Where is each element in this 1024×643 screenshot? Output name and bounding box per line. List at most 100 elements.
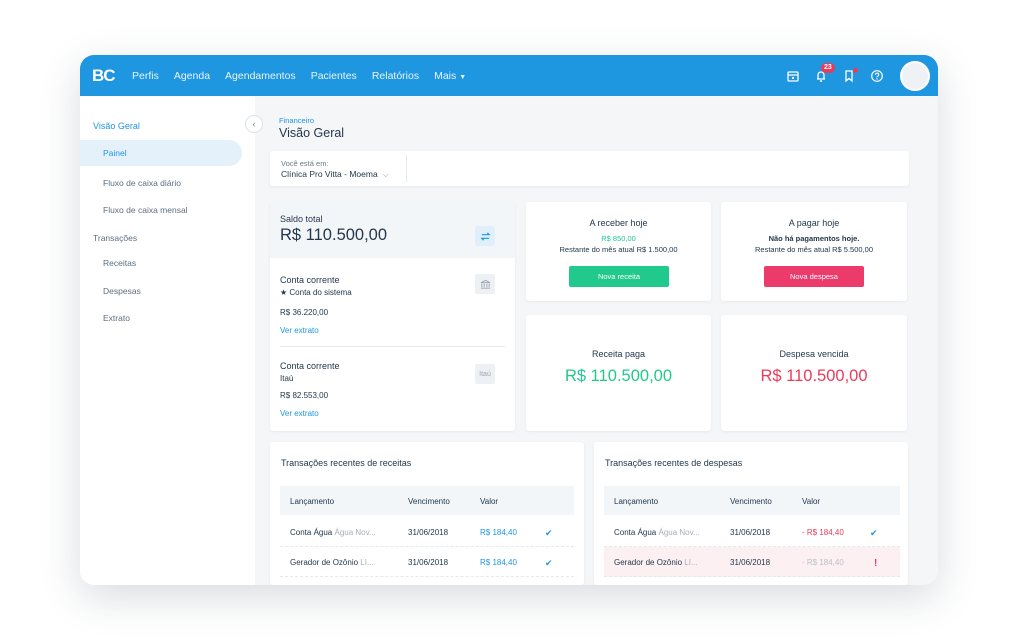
bookmark-icon[interactable] [842,67,858,83]
a-receber-amount: R$ 850,00 [601,234,636,243]
divider [280,346,505,347]
top-icons: 23 [786,55,930,96]
account-title: Conta corrente [280,275,340,285]
receitas-recentes-card: Transações recentes de receitas Lançamen… [270,442,584,585]
checkmark-icon: ✔ [545,558,553,568]
receita-paga-card: Receita paga R$ 110.500,00 [526,315,711,431]
a-pagar-title: A pagar hoje [788,218,840,228]
table-header: Lançamento Vencimento Valor [604,486,900,515]
nav-relatorios[interactable]: Relatórios [371,69,420,82]
transfer-button[interactable] [475,226,495,246]
row-date: 31/06/2018 [408,558,449,567]
account-subtitle: Itaú [280,374,294,383]
table-row[interactable]: Gerador de Ozônio LI... 31/06/2018 R$ 18… [280,547,574,577]
row-value: R$ 184,40 [480,528,517,537]
row-name: Gerador de Ozônio LI... [614,558,698,567]
nav-mais[interactable]: Mais ▼ [434,70,466,82]
sidebar-item-receitas[interactable]: Receitas [103,258,137,268]
sidebar-item-painel[interactable]: Painel [80,140,242,166]
row-value: R$ 184,40 [480,558,517,567]
location-label: Você está em: [281,159,329,168]
location-selector[interactable]: Você está em: Clínica Pro Vitta - Moema ⌵ [270,151,909,186]
row-name-text: Conta Água [290,528,333,537]
saldo-total-card: Saldo total R$ 110.500,00 Conta corrente… [270,202,515,431]
despesa-vencida-value: R$ 110.500,00 [760,367,868,385]
saldo-label: Saldo total [280,214,323,224]
row-name-text: Gerador de Ozônio [614,558,683,567]
receita-paga-title: Receita paga [591,349,646,359]
despesas-recentes-card: Transações recentes de despesas Lançamen… [594,442,908,585]
sidebar: Visão Geral Painel Fluxo de caixa diário… [80,96,255,585]
app-window: BC Perfis Agenda Agendamentos Pacientes … [80,55,938,585]
receita-paga-value: R$ 110.500,00 [564,367,673,385]
location-value[interactable]: Clínica Pro Vitta - Moema ⌵ [281,169,389,180]
bookmark-dot [853,67,858,73]
column-header[interactable]: Vencimento [730,497,772,506]
a-receber-title: A receber hoje [589,218,648,228]
despesa-vencida-title: Despesa vencida [779,349,849,359]
help-icon[interactable] [870,69,884,83]
nav-pacientes[interactable]: Pacientes [310,69,357,82]
row-description: LI... [684,558,698,567]
row-name-text: Gerador de Ozônio [290,558,359,567]
sidebar-section-visao-geral[interactable]: Visão Geral [93,121,140,131]
row-description: LI... [360,558,374,567]
ver-extrato-link[interactable]: Ver extrato [280,326,319,335]
avatar[interactable] [900,60,930,91]
chevron-left-icon: ‹ [252,119,256,129]
bell-icon[interactable]: 23 [814,62,835,83]
saldo-header: Saldo total R$ 110.500,00 [270,202,515,258]
sidebar-item-fluxo-mensal[interactable]: Fluxo de caixa mensal [103,205,188,215]
a-pagar-card: A pagar hoje Não há pagamentos hoje. Res… [721,202,907,301]
swap-arrows-icon [479,231,491,241]
collapse-sidebar-button[interactable]: ‹ [245,115,263,133]
nova-despesa-button[interactable]: Nova despesa [764,266,864,287]
nav-agenda[interactable]: Agenda [173,69,211,82]
notification-badge: 23 [821,62,835,73]
app-logo[interactable]: BC [92,65,116,85]
row-name: Gerador de Ozônio LI... [290,558,374,567]
chevron-down-icon: ⌵ [382,170,389,179]
despesa-vencida-card: Despesa vencida R$ 110.500,00 [721,315,907,431]
a-pagar-message: Não há pagamentos hoje. [768,234,860,243]
nav-agendamentos[interactable]: Agendamentos [225,69,296,82]
page-title: Visão Geral [279,126,345,140]
account-title: Conta corrente [280,361,340,371]
account-subtitle: ★ Conta do sistema [280,288,352,297]
column-header[interactable]: Valor [802,497,821,506]
table-header: Lançamento Vencimento Valor [280,486,574,515]
sidebar-item-despesas[interactable]: Despesas [103,286,141,296]
account-balance: R$ 36.220,00 [280,308,329,317]
row-name: Conta Água Água Nov... [614,528,700,537]
table-row[interactable]: Conta Água Água Nov... 31/06/2018 R$ 184… [280,517,574,547]
breadcrumb[interactable]: Financeiro [279,116,315,125]
sidebar-group-transacoes[interactable]: Transações [93,233,138,243]
nova-receita-button[interactable]: Nova receita [569,266,669,287]
a-pagar-remaining: Restante do mês atual R$ 5.500,00 [755,245,873,254]
row-value: - R$ 184,40 [802,558,844,567]
row-description: Água Nov... [334,528,376,537]
sidebar-item-extrato[interactable]: Extrato [103,313,130,323]
sidebar-item-fluxo-diario[interactable]: Fluxo de caixa diário [103,178,181,188]
ver-extrato-link[interactable]: Ver extrato [280,409,319,418]
row-value: - R$ 184,40 [802,528,844,537]
column-header[interactable]: Vencimento [408,497,450,506]
a-receber-card: A receber hoje R$ 850,00 Restante do mês… [526,202,711,301]
itau-logo-icon: Itaú [475,364,495,384]
divider [406,155,407,182]
row-description: Água Nov... [658,528,700,537]
checkmark-icon: ✔ [545,528,553,538]
column-header[interactable]: Lançamento [614,497,659,506]
receitas-table-title: Transações recentes de receitas [281,458,412,468]
column-header[interactable]: Lançamento [290,497,335,506]
table-row[interactable]: Gerador de Ozônio LI... 31/06/2018 - R$ … [604,547,900,577]
location-value-text: Clínica Pro Vitta - Moema [281,169,378,179]
nav-perfis[interactable]: Perfis [132,69,159,82]
despesas-table-title: Transações recentes de despesas [605,458,743,468]
column-header[interactable]: Valor [480,497,499,506]
calendar-icon[interactable] [786,69,800,83]
table-row[interactable]: Conta Água Água Nov... 31/06/2018 - R$ 1… [604,517,900,547]
caret-down-icon: ▼ [459,73,467,81]
row-name-text: Conta Água [614,528,657,537]
row-date: 31/06/2018 [730,558,771,567]
